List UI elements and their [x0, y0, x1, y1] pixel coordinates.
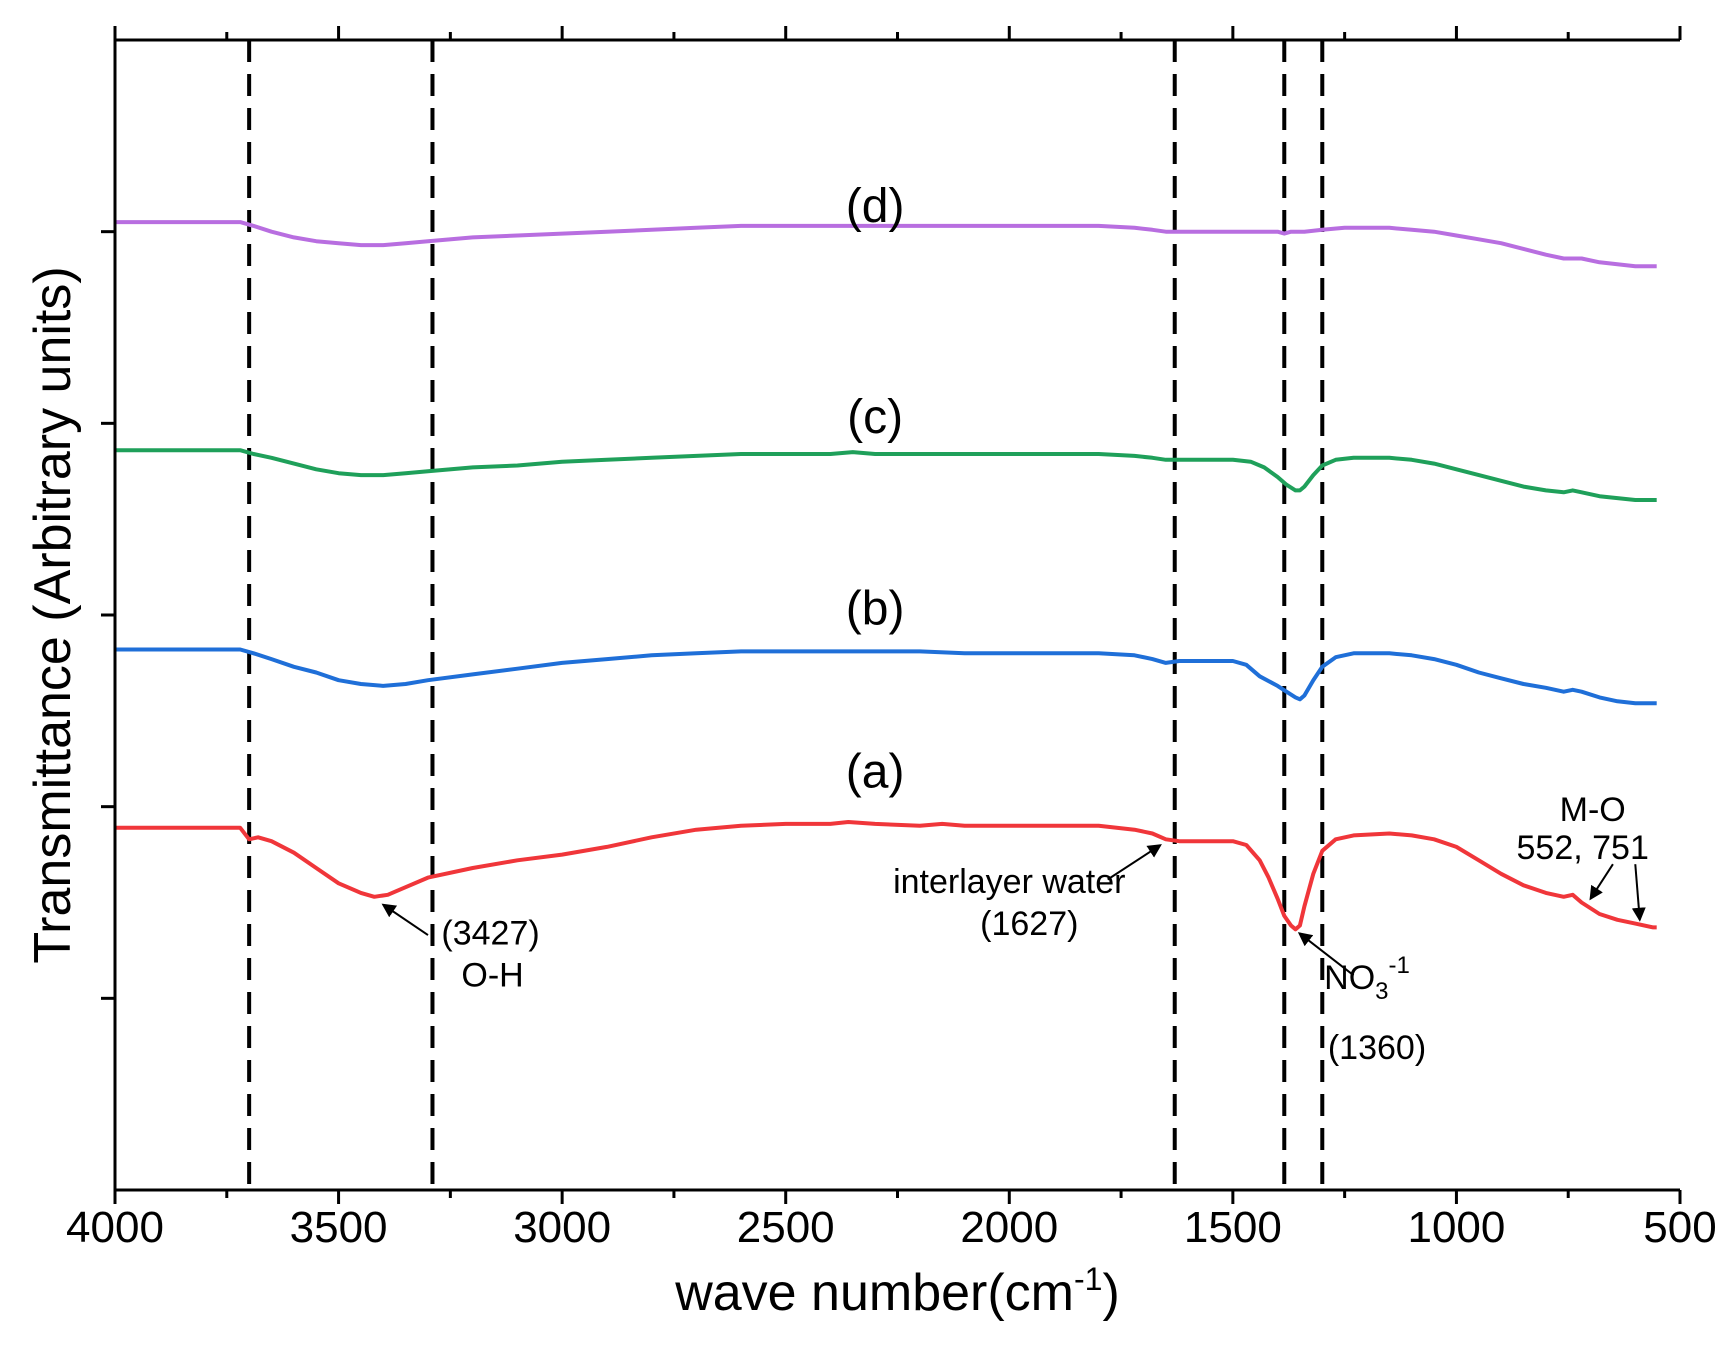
x-tick-label-3000: 3000 — [513, 1203, 611, 1252]
x-tick-label-3500: 3500 — [290, 1203, 388, 1252]
x-tick-label-2500: 2500 — [737, 1203, 835, 1252]
series-line-b — [115, 647, 1657, 706]
water-label-2: (1627) — [980, 905, 1078, 943]
x-axis-title: wave number(cm-1) — [674, 1261, 1120, 1322]
mo-label-2: 552, 751 — [1517, 829, 1649, 867]
no3-label-2: (1360) — [1328, 1029, 1426, 1067]
x-tick-label-4000: 4000 — [66, 1203, 164, 1252]
x-tick-label-1000: 1000 — [1407, 1203, 1505, 1252]
x-tick-label-500: 500 — [1643, 1203, 1716, 1252]
x-tick-label-2000: 2000 — [960, 1203, 1058, 1252]
series-label-d: (d) — [846, 180, 905, 233]
annotations: (3427) O-H interlayer water (1627) NO3-1 (136… — [381, 791, 1649, 1067]
oh-label-1: (3427) — [441, 915, 539, 953]
reference-lines — [247, 40, 1325, 1190]
mo-arrow-1 — [1589, 863, 1614, 901]
series-group: (a) (b) (c) (d) — [115, 180, 1657, 932]
x-tick-label-1500: 1500 — [1184, 1203, 1282, 1252]
water-arrow — [1107, 844, 1162, 881]
water-label-1: interlayer water — [893, 863, 1125, 901]
series-line-d — [115, 220, 1657, 269]
series-label-c: (c) — [847, 391, 903, 444]
series-line-a — [115, 820, 1657, 932]
no3-arrow — [1297, 932, 1355, 977]
axes: 4000 3500 3000 2500 2000 1500 1000 500 wave numb… — [24, 26, 1717, 1322]
oh-label-2: O-H — [461, 957, 523, 995]
oh-arrow — [381, 903, 429, 936]
y-axis-title: Transmittance (Arbitrary units) — [24, 266, 82, 963]
series-line-c — [115, 448, 1657, 502]
no3-label-1: NO3-1 — [1324, 952, 1410, 1005]
mo-label-1: M-O — [1560, 791, 1626, 829]
series-label-a: (a) — [846, 746, 905, 799]
series-label-b: (b) — [846, 583, 905, 636]
mo-arrow-2 — [1631, 864, 1646, 922]
